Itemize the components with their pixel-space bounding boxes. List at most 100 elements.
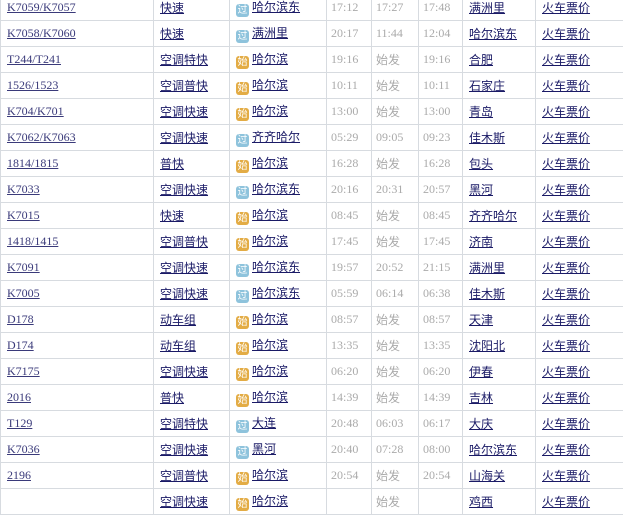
train-type-link[interactable]: 空调普快 bbox=[160, 235, 208, 249]
ticket-price-link[interactable]: 火车票价 bbox=[542, 27, 590, 41]
origin-station-link[interactable]: 哈尔滨 bbox=[252, 208, 288, 222]
destination-station-link[interactable]: 佳木斯 bbox=[469, 287, 505, 301]
ticket-price-link[interactable]: 火车票价 bbox=[542, 157, 590, 171]
origin-station-link[interactable]: 哈尔滨 bbox=[252, 156, 288, 170]
train-number-link[interactable]: K7015 bbox=[7, 208, 40, 222]
ticket-price-link[interactable]: 火车票价 bbox=[542, 287, 590, 301]
ticket-price-link[interactable]: 火车票价 bbox=[542, 209, 590, 223]
ticket-price-link[interactable]: 火车票价 bbox=[542, 313, 590, 327]
train-number-link[interactable]: 1814/1815 bbox=[7, 156, 58, 170]
origin-station-link[interactable]: 哈尔滨 bbox=[252, 104, 288, 118]
destination-station-link[interactable]: 石家庄 bbox=[469, 79, 505, 93]
train-type-link[interactable]: 空调特快 bbox=[160, 417, 208, 431]
train-number-link[interactable]: 1418/1415 bbox=[7, 234, 58, 248]
train-number-link[interactable]: K7005 bbox=[7, 286, 40, 300]
ticket-price-link[interactable]: 火车票价 bbox=[542, 183, 590, 197]
ticket-price-link[interactable]: 火车票价 bbox=[542, 1, 590, 15]
train-type-link[interactable]: 空调快速 bbox=[160, 443, 208, 457]
train-number-link[interactable]: K7033 bbox=[7, 182, 40, 196]
origin-station-link[interactable]: 哈尔滨东 bbox=[252, 182, 300, 196]
origin-station-link[interactable]: 哈尔滨 bbox=[252, 312, 288, 326]
train-number-link[interactable]: K7058/K7060 bbox=[7, 26, 76, 40]
origin-station-link[interactable]: 大连 bbox=[252, 416, 276, 430]
destination-station-link[interactable]: 黑河 bbox=[469, 183, 493, 197]
origin-station-link[interactable]: 哈尔滨 bbox=[252, 338, 288, 352]
train-type-link[interactable]: 空调普快 bbox=[160, 79, 208, 93]
ticket-price-link[interactable]: 火车票价 bbox=[542, 105, 590, 119]
ticket-price-link[interactable]: 火车票价 bbox=[542, 417, 590, 431]
train-number-link[interactable]: K7036 bbox=[7, 442, 40, 456]
train-number-link[interactable]: 2016 bbox=[7, 390, 31, 404]
ticket-price-link[interactable]: 火车票价 bbox=[542, 495, 590, 509]
train-number-link[interactable]: D178 bbox=[7, 312, 34, 326]
train-number-link[interactable]: K7059/K7057 bbox=[7, 0, 76, 14]
destination-station-link[interactable]: 济南 bbox=[469, 235, 493, 249]
train-number-link[interactable]: K7062/K7063 bbox=[7, 130, 76, 144]
destination-station-link[interactable]: 鸡西 bbox=[469, 495, 493, 509]
train-type-link[interactable]: 普快 bbox=[160, 391, 184, 405]
destination-station-link[interactable]: 山海关 bbox=[469, 469, 505, 483]
destination-station-link[interactable]: 合肥 bbox=[469, 53, 493, 67]
train-type-link[interactable]: 空调快速 bbox=[160, 105, 208, 119]
train-type-link[interactable]: 普快 bbox=[160, 157, 184, 171]
train-type-link[interactable]: 快速 bbox=[160, 1, 184, 15]
destination-station-link[interactable]: 佳木斯 bbox=[469, 131, 505, 145]
destination-station-link[interactable]: 伊春 bbox=[469, 365, 493, 379]
origin-station-link[interactable]: 哈尔滨 bbox=[252, 364, 288, 378]
train-type-link[interactable]: 空调快速 bbox=[160, 183, 208, 197]
destination-station-link[interactable]: 吉林 bbox=[469, 391, 493, 405]
origin-station-link[interactable]: 齐齐哈尔 bbox=[252, 130, 300, 144]
destination-station-link[interactable]: 齐齐哈尔 bbox=[469, 209, 517, 223]
ticket-price-link[interactable]: 火车票价 bbox=[542, 261, 590, 275]
train-number-link[interactable]: T244/T241 bbox=[7, 52, 61, 66]
ticket-price-link[interactable]: 火车票价 bbox=[542, 365, 590, 379]
destination-station-link[interactable]: 大庆 bbox=[469, 417, 493, 431]
origin-station-link[interactable]: 哈尔滨东 bbox=[252, 0, 300, 14]
destination-station-link[interactable]: 青岛 bbox=[469, 105, 493, 119]
train-type-link[interactable]: 空调普快 bbox=[160, 469, 208, 483]
destination-station-link[interactable]: 满洲里 bbox=[469, 1, 505, 15]
train-number-link[interactable]: K7091 bbox=[7, 260, 40, 274]
train-type-link[interactable]: 快速 bbox=[160, 209, 184, 223]
origin-station-link[interactable]: 黑河 bbox=[252, 442, 276, 456]
train-number-link[interactable]: D174 bbox=[7, 338, 34, 352]
ticket-price-link[interactable]: 火车票价 bbox=[542, 235, 590, 249]
origin-station-link[interactable]: 哈尔滨 bbox=[252, 390, 288, 404]
origin-station-link[interactable]: 哈尔滨 bbox=[252, 52, 288, 66]
destination-station-link[interactable]: 满洲里 bbox=[469, 261, 505, 275]
train-type-link[interactable]: 空调快速 bbox=[160, 495, 208, 509]
train-number-link[interactable]: 2196 bbox=[7, 468, 31, 482]
ticket-price-link[interactable]: 火车票价 bbox=[542, 131, 590, 145]
origin-station-link[interactable]: 哈尔滨 bbox=[252, 234, 288, 248]
ticket-price-link[interactable]: 火车票价 bbox=[542, 443, 590, 457]
train-type-link[interactable]: 空调快速 bbox=[160, 365, 208, 379]
train-type-link[interactable]: 快速 bbox=[160, 27, 184, 41]
train-type-link[interactable]: 空调特快 bbox=[160, 53, 208, 67]
origin-station-link[interactable]: 满洲里 bbox=[252, 26, 288, 40]
ticket-price-link[interactable]: 火车票价 bbox=[542, 79, 590, 93]
depart-time: 06:20 bbox=[327, 359, 372, 385]
destination-station-link[interactable]: 沈阳北 bbox=[469, 339, 505, 353]
origin-station-link[interactable]: 哈尔滨东 bbox=[252, 260, 300, 274]
destination-station-link[interactable]: 包头 bbox=[469, 157, 493, 171]
origin-station-link[interactable]: 哈尔滨 bbox=[252, 468, 288, 482]
ticket-price-link[interactable]: 火车票价 bbox=[542, 469, 590, 483]
train-type-link[interactable]: 动车组 bbox=[160, 339, 196, 353]
origin-station-link[interactable]: 哈尔滨 bbox=[252, 494, 288, 508]
destination-station-link[interactable]: 哈尔滨东 bbox=[469, 443, 517, 457]
train-type-link[interactable]: 空调快速 bbox=[160, 261, 208, 275]
destination-station-link[interactable]: 天津 bbox=[469, 313, 493, 327]
train-number-link[interactable]: K704/K701 bbox=[7, 104, 64, 118]
train-number-link[interactable]: 1526/1523 bbox=[7, 78, 58, 92]
origin-station-link[interactable]: 哈尔滨 bbox=[252, 78, 288, 92]
train-number-link[interactable]: T129 bbox=[7, 416, 32, 430]
train-type-link[interactable]: 空调快速 bbox=[160, 287, 208, 301]
origin-station-link[interactable]: 哈尔滨东 bbox=[252, 286, 300, 300]
train-number-link[interactable]: K7175 bbox=[7, 364, 40, 378]
ticket-price-link[interactable]: 火车票价 bbox=[542, 391, 590, 405]
train-type-link[interactable]: 空调快速 bbox=[160, 131, 208, 145]
train-type-link[interactable]: 动车组 bbox=[160, 313, 196, 327]
ticket-price-link[interactable]: 火车票价 bbox=[542, 53, 590, 67]
ticket-price-link[interactable]: 火车票价 bbox=[542, 339, 590, 353]
destination-station-link[interactable]: 哈尔滨东 bbox=[469, 27, 517, 41]
